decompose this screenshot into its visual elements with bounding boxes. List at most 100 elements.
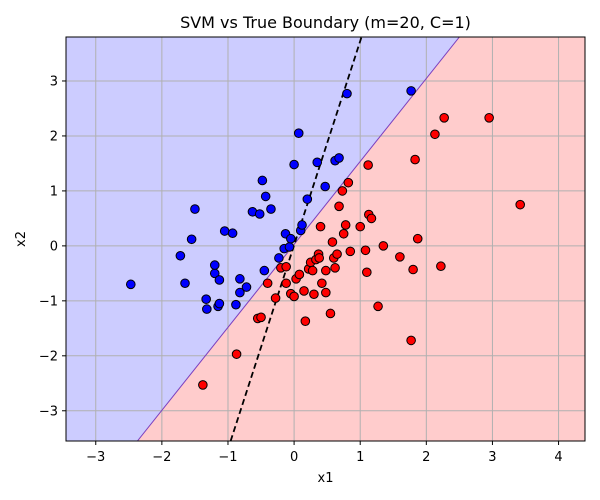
red-point	[332, 249, 342, 259]
x-tick-label: 4	[554, 450, 562, 465]
scatter-points	[125, 86, 526, 390]
blue-region	[66, 37, 460, 441]
red-point	[355, 221, 366, 232]
blue-point	[231, 299, 241, 310]
x-tick-label: 2	[422, 450, 430, 465]
blue-point	[254, 209, 265, 219]
blue-point	[257, 175, 268, 186]
y-tick-label: −3	[39, 404, 58, 419]
red-point	[327, 237, 338, 247]
x-tick-label: 3	[488, 450, 496, 465]
red-point	[321, 265, 331, 276]
blue-point	[235, 274, 245, 284]
red-point	[337, 186, 348, 196]
svm-boundary-line	[137, 37, 460, 441]
y-tick-label: 0	[50, 239, 58, 254]
plot-frame	[65, 36, 586, 442]
blue-point	[302, 194, 313, 204]
decision-regions	[66, 37, 585, 441]
blue-point	[342, 88, 352, 99]
blue-point	[227, 228, 238, 239]
y-tick-label: 2	[50, 129, 58, 144]
x-tick-label: −1	[218, 450, 237, 465]
blue-point	[284, 242, 295, 252]
red-point	[314, 253, 325, 263]
red-point	[321, 287, 331, 298]
blue-point	[259, 265, 270, 276]
blue-point	[285, 233, 296, 244]
y-tick-label: 3	[50, 74, 58, 89]
axis-ticks: −3 −2 −1 0 1 2 3 4 −3 −2 −1 0 1 2 3	[39, 74, 563, 465]
boundary-lines	[137, 37, 460, 441]
true-boundary-line	[229, 37, 363, 441]
x-tick-label: 0	[290, 450, 298, 465]
blue-point	[289, 159, 299, 170]
blue-point	[241, 282, 252, 292]
red-point	[325, 308, 336, 319]
blue-point	[312, 157, 323, 168]
y-tick-label: 1	[50, 184, 58, 199]
x-tick-label: −2	[152, 450, 171, 465]
red-point	[378, 241, 389, 251]
red-point	[281, 278, 291, 289]
blue-point	[266, 204, 276, 214]
red-point	[439, 113, 449, 123]
red-point	[300, 316, 311, 326]
blue-point	[201, 294, 211, 304]
red-point	[373, 301, 383, 312]
red-point	[299, 286, 309, 296]
red-point	[366, 213, 377, 224]
blue-point	[190, 204, 200, 214]
blue-point	[180, 278, 190, 289]
red-point	[281, 261, 291, 272]
red-point	[345, 246, 356, 257]
blue-point	[209, 260, 220, 270]
red-point	[198, 380, 208, 390]
red-point	[262, 278, 273, 289]
red-point	[309, 289, 319, 300]
x-axis-label: x1	[318, 471, 334, 486]
blue-point	[297, 220, 307, 230]
red-point	[307, 265, 318, 276]
x-tick-label: 1	[356, 450, 364, 465]
red-point	[515, 199, 526, 210]
blue-point	[406, 86, 416, 96]
blue-point	[214, 298, 225, 309]
x-tick-label: −3	[86, 450, 105, 465]
blue-point	[186, 234, 197, 245]
blue-point	[214, 275, 225, 285]
blue-point	[293, 128, 304, 138]
red-point	[395, 252, 405, 262]
red-point	[363, 160, 373, 170]
red-point	[294, 269, 305, 280]
red-point	[289, 291, 299, 302]
blue-point	[260, 191, 271, 202]
red-point	[270, 293, 281, 303]
red-point	[338, 228, 349, 239]
y-tick-label: −1	[39, 294, 58, 309]
red-point	[330, 263, 340, 273]
red-point	[315, 221, 326, 232]
red-point	[408, 264, 418, 275]
red-point	[410, 154, 420, 165]
y-axis-label: x2	[14, 231, 29, 247]
blue-point	[320, 181, 330, 192]
chart-title: SVM vs True Boundary (m=20, C=1)	[180, 13, 471, 32]
red-point	[343, 177, 354, 188]
red-point	[334, 201, 344, 212]
red-point	[231, 349, 242, 359]
red-point	[340, 220, 351, 230]
red-point	[484, 113, 494, 123]
red-point	[430, 129, 440, 140]
red-point	[362, 267, 372, 278]
red-point	[406, 335, 416, 346]
red-point	[317, 278, 327, 289]
blue-point	[202, 304, 212, 314]
red-point	[436, 261, 446, 272]
red-point	[256, 312, 266, 323]
red-point	[412, 233, 423, 244]
blue-point	[334, 153, 344, 163]
blue-point	[125, 279, 136, 290]
blue-point	[274, 253, 284, 263]
